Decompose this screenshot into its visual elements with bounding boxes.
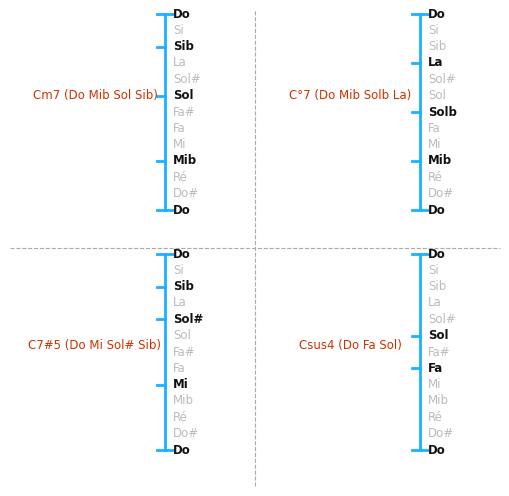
Text: Sol#: Sol# (173, 313, 203, 326)
Text: Si: Si (427, 24, 438, 37)
Text: Do: Do (427, 248, 445, 260)
Text: Do#: Do# (427, 427, 453, 440)
Text: Mi: Mi (427, 138, 441, 151)
Text: Solb: Solb (427, 106, 456, 119)
Text: Si: Si (173, 24, 183, 37)
Text: Fa#: Fa# (173, 346, 195, 359)
Text: Do#: Do# (173, 427, 199, 440)
Text: Do: Do (427, 7, 445, 20)
Text: Mib: Mib (427, 394, 448, 408)
Text: Do: Do (173, 203, 190, 216)
Text: Sol: Sol (173, 329, 190, 342)
Text: Mib: Mib (427, 154, 451, 168)
Text: Do#: Do# (173, 187, 199, 200)
Text: Do: Do (427, 203, 445, 216)
Text: Csus4 (Do Fa Sol): Csus4 (Do Fa Sol) (298, 339, 401, 353)
Text: Fa: Fa (173, 122, 185, 135)
Text: C7#5 (Do Mi Sol# Sib): C7#5 (Do Mi Sol# Sib) (29, 339, 161, 353)
Text: Si: Si (427, 264, 438, 277)
Text: Sol: Sol (173, 89, 193, 102)
Text: Fa: Fa (427, 122, 440, 135)
Text: La: La (427, 297, 441, 310)
Text: Do: Do (427, 443, 445, 456)
Text: Mi: Mi (173, 138, 186, 151)
Text: Sib: Sib (173, 40, 193, 53)
Text: Do#: Do# (427, 187, 453, 200)
Text: Mi: Mi (173, 378, 188, 391)
Text: Sol#: Sol# (173, 73, 201, 86)
Text: Fa: Fa (427, 362, 442, 375)
Text: Fa#: Fa# (427, 346, 450, 359)
Text: Sib: Sib (173, 280, 193, 293)
Text: Cm7 (Do Mib Sol Sib): Cm7 (Do Mib Sol Sib) (33, 89, 157, 103)
Text: C°7 (Do Mib Solb La): C°7 (Do Mib Solb La) (288, 89, 410, 103)
Text: Mib: Mib (173, 394, 193, 408)
Text: Ré: Ré (173, 171, 187, 184)
Text: Do: Do (173, 7, 190, 20)
Text: Do: Do (173, 443, 190, 456)
Text: Fa#: Fa# (173, 106, 195, 119)
Text: Sol#: Sol# (427, 313, 455, 326)
Text: Sib: Sib (427, 40, 445, 53)
Text: Ré: Ré (427, 411, 442, 424)
Text: Sol: Sol (427, 89, 445, 102)
Text: Mi: Mi (427, 378, 441, 391)
Text: Sol#: Sol# (427, 73, 455, 86)
Text: Fa: Fa (173, 362, 185, 375)
Text: Sib: Sib (427, 280, 445, 293)
Text: La: La (173, 57, 186, 69)
Text: Ré: Ré (427, 171, 442, 184)
Text: Si: Si (173, 264, 183, 277)
Text: Do: Do (173, 248, 190, 260)
Text: La: La (427, 57, 443, 69)
Text: Sol: Sol (427, 329, 447, 342)
Text: Mib: Mib (173, 154, 197, 168)
Text: Ré: Ré (173, 411, 187, 424)
Text: La: La (173, 297, 186, 310)
